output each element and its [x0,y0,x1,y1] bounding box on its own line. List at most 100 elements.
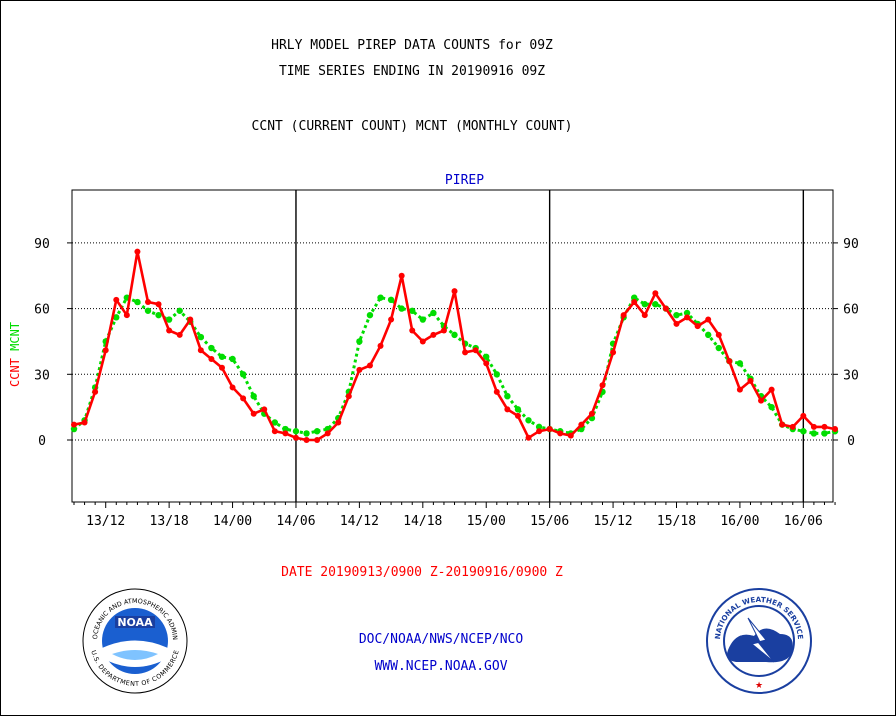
data-point-ccnt [768,386,775,393]
data-point-mcnt [387,296,395,304]
data-point-mcnt [430,309,437,317]
y-axis-label: CCNT MCNT [8,322,22,387]
data-point-ccnt [641,312,648,319]
x-tick-label: 14/00 [213,514,252,529]
data-point-ccnt [261,406,268,413]
data-point-ccnt [324,430,331,437]
data-point-mcnt [514,406,522,413]
data-point-ccnt [430,331,437,338]
data-point-ccnt [493,388,500,395]
x-tick-label: 13/18 [150,514,189,529]
data-point-mcnt [134,298,141,306]
data-point-ccnt [451,288,458,295]
data-point-ccnt [250,410,257,417]
x-tick-label: 15/00 [467,514,506,529]
data-point-ccnt [472,347,479,354]
data-point-mcnt [377,294,384,301]
data-point-mcnt [483,353,490,360]
data-point-ccnt [102,347,109,354]
data-point-ccnt [229,384,236,391]
x-tick-label: 16/00 [720,514,759,529]
data-point-ccnt [398,272,405,279]
footer-url-link[interactable]: WWW.NCEP.NOAA.GOV [374,659,508,674]
data-point-ccnt [800,412,807,419]
y-tick-label-left: 0 [38,434,46,449]
data-point-ccnt [197,347,204,354]
data-point-ccnt [345,393,352,400]
data-point-mcnt [366,311,374,319]
data-point-ccnt [409,327,416,334]
data-point-ccnt [546,426,553,433]
data-point-ccnt [567,432,574,439]
data-point-mcnt [641,301,648,308]
data-point-ccnt [440,327,447,334]
x-tick-label: 15/12 [593,514,632,529]
data-point-ccnt [292,434,299,441]
data-point-mcnt [113,314,120,321]
data-point-mcnt [673,311,680,319]
y-tick-label-right: 0 [847,434,855,449]
data-point-mcnt [176,307,183,314]
data-point-ccnt [789,423,796,430]
data-point-mcnt [144,307,152,314]
data-point-ccnt [462,349,469,356]
data-point-ccnt [176,331,183,338]
chart-header-line3: CCNT (CURRENT COUNT) MCNT (MONTHLY COUNT… [251,119,573,134]
data-point-ccnt [218,364,225,371]
data-point-ccnt [662,305,669,312]
x-tick-label: 16/06 [784,514,823,529]
y-tick-label-left: 90 [34,237,50,252]
data-point-mcnt [271,419,279,426]
y-tick-label-right: 90 [843,237,859,252]
data-point-mcnt [504,393,511,400]
x-tick-label: 13/12 [86,514,125,529]
data-point-mcnt [165,316,173,323]
data-point-ccnt [71,421,77,428]
data-point-ccnt [588,410,595,417]
data-point-ccnt [715,331,722,338]
data-point-mcnt [356,338,363,345]
data-point-ccnt [483,360,490,367]
data-point-ccnt [631,299,638,306]
noaa-logo-text: NOAA [117,616,153,629]
data-point-mcnt [282,425,289,433]
x-tick-label: 14/12 [340,514,379,529]
data-point-ccnt [557,430,564,437]
data-point-ccnt [694,323,701,330]
data-point-ccnt [92,388,99,395]
noaa-logo: NOAA NATIONAL OCEANIC AND ATMOSPHERIC AD… [82,588,188,694]
data-point-ccnt [335,419,342,426]
data-point-ccnt [599,382,606,389]
data-point-ccnt [282,430,289,437]
data-point-ccnt [377,342,384,349]
data-point-ccnt [705,316,712,323]
data-point-ccnt [419,338,426,345]
x-tick-label: 14/18 [403,514,442,529]
data-point-mcnt [398,305,405,312]
y-tick-label-left: 60 [34,303,50,318]
plot-frame [71,189,834,503]
data-point-ccnt [166,327,173,334]
y-tick-label-left: 30 [34,368,50,383]
data-point-ccnt [779,421,786,428]
y-tick-label-right: 60 [843,303,859,318]
data-point-mcnt [313,428,321,435]
x-tick-label: 14/06 [276,514,315,529]
data-point-ccnt [240,395,247,402]
data-point-mcnt [535,423,543,431]
data-point-ccnt [123,312,130,319]
data-point-ccnt [758,397,765,404]
data-point-ccnt [356,366,363,373]
data-point-ccnt [810,423,817,430]
data-point-ccnt [684,314,691,321]
data-point-ccnt [144,299,151,306]
data-point-mcnt [705,331,712,339]
data-point-ccnt [514,412,521,419]
data-point-mcnt [303,430,310,437]
data-point-mcnt [493,371,500,378]
data-point-mcnt [683,309,691,317]
data-point-mcnt [631,294,638,301]
data-point-ccnt [620,312,627,319]
data-point-ccnt [187,316,194,323]
data-point-mcnt [239,371,247,378]
